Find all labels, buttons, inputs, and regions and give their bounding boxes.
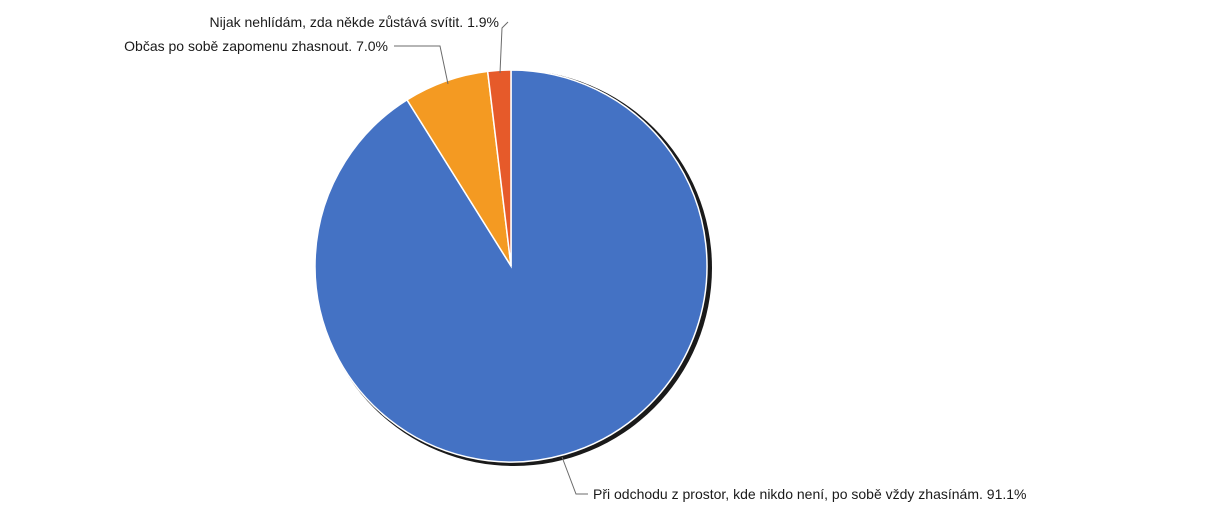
slice-label-medium: Občas po sobě zapomenu zhasnout. 7.0% xyxy=(124,38,388,54)
leader-line-medium xyxy=(394,45,449,85)
pie-slices xyxy=(314,69,708,463)
slice-label-large: Při odchodu z prostor, kde nikdo není, p… xyxy=(593,486,1026,502)
pie-slice-never xyxy=(486,69,512,267)
leader-line-small xyxy=(499,21,509,74)
leader-line-large xyxy=(561,456,588,495)
slice-label-small: Nijak nehlídám, zda někde zůstává svítit… xyxy=(210,14,499,30)
